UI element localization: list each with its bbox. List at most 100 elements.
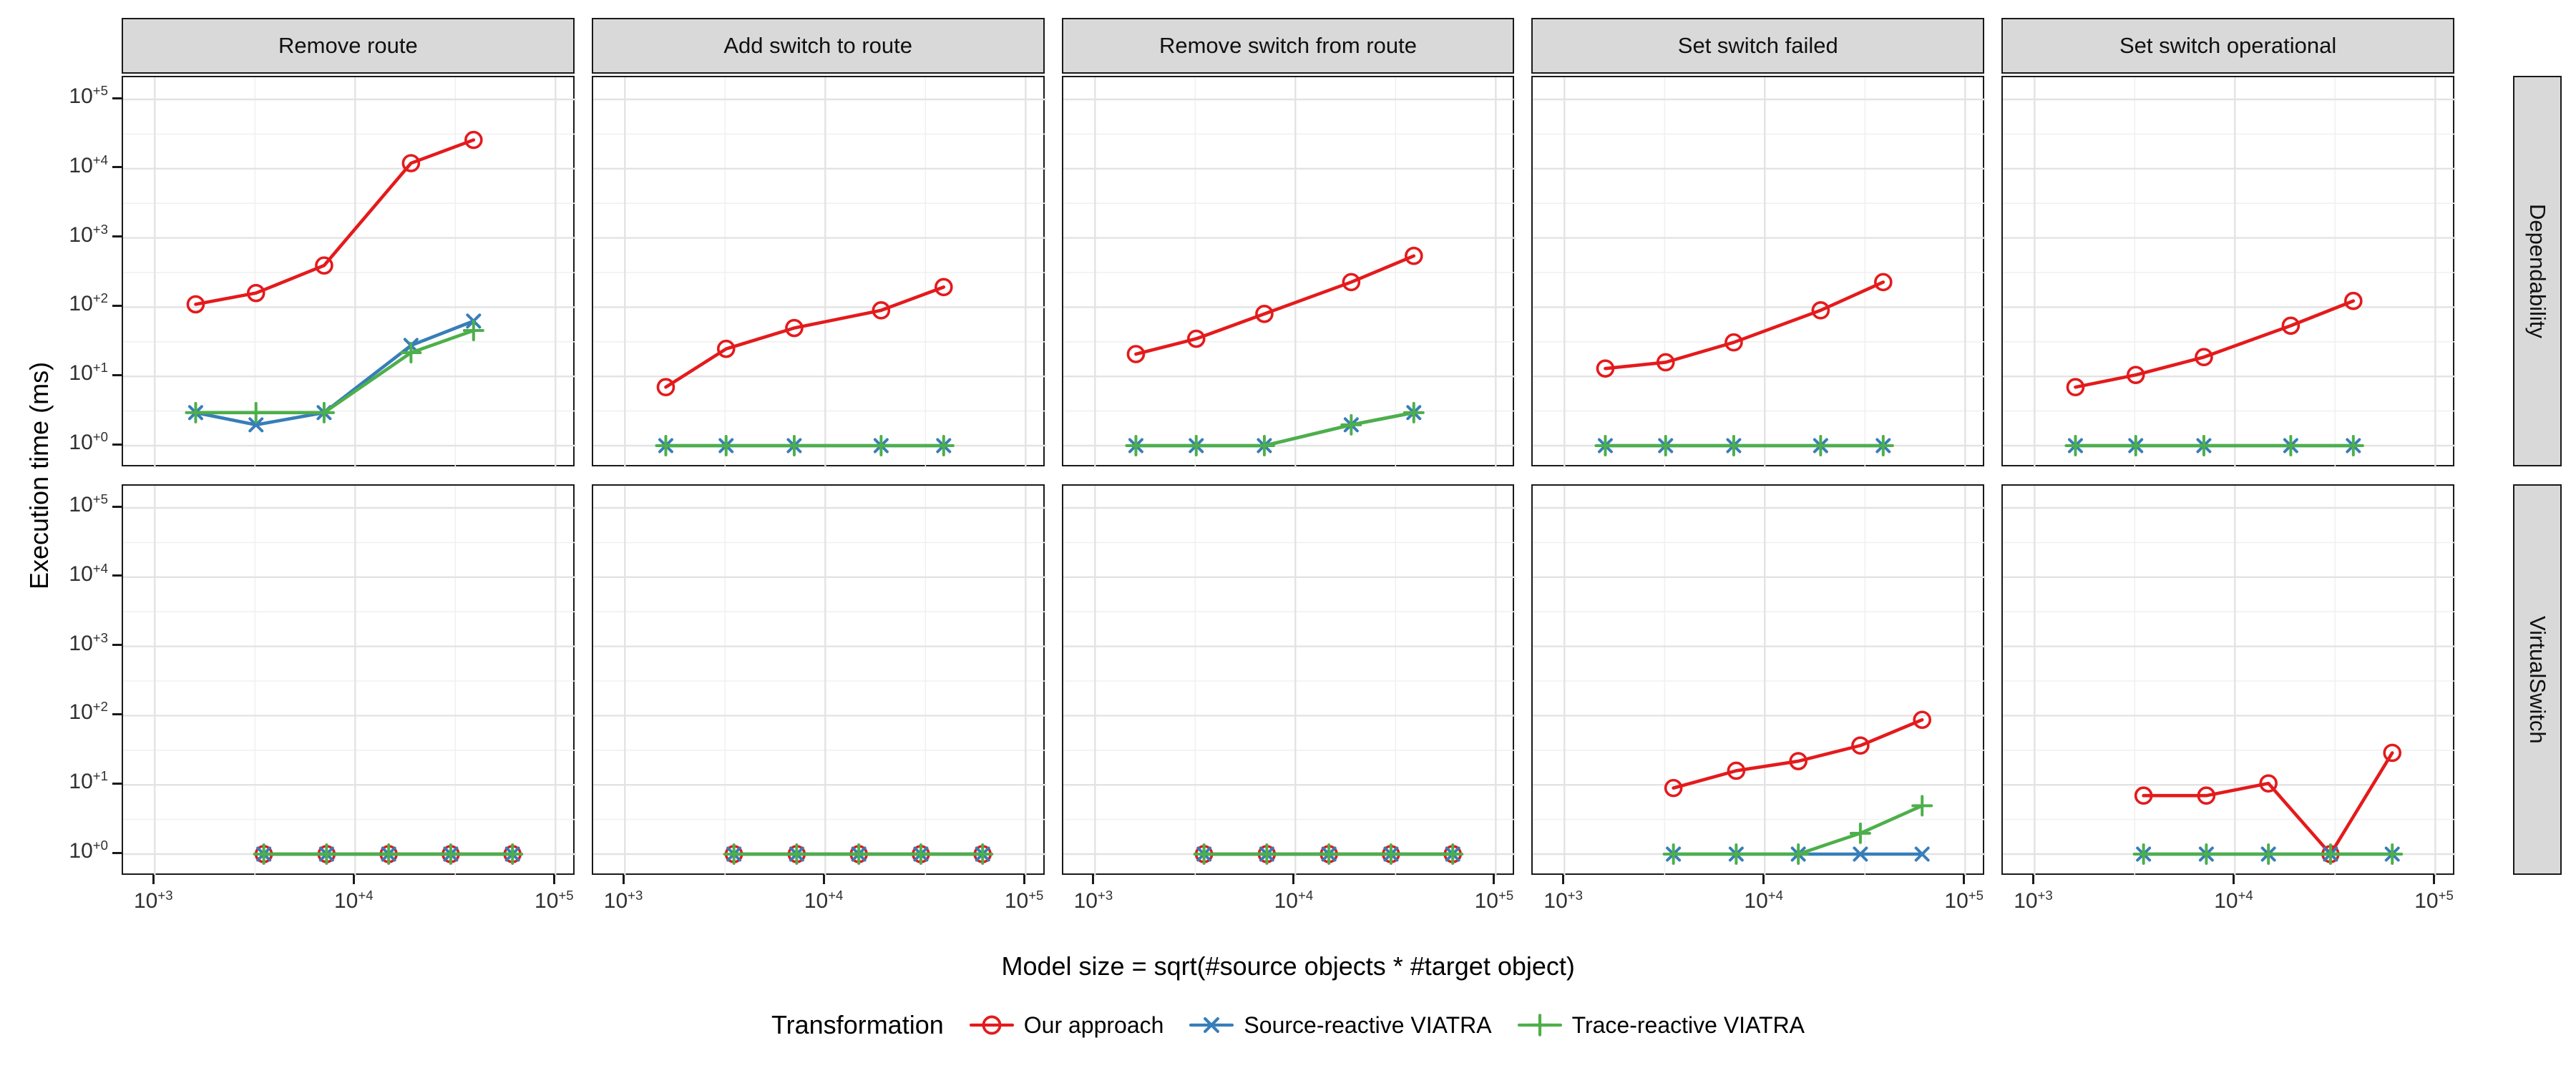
x-axis-tick [552, 875, 555, 884]
data-point-marker [246, 283, 265, 303]
data-point-marker [1657, 353, 1675, 372]
facet-column-strip: Set switch operational [2001, 18, 2454, 74]
x-tick-label: 10+4 [1744, 888, 1783, 913]
x-tick-label: 10+5 [2414, 888, 2454, 913]
legend-item: Trace-reactive VIATRA [1516, 1011, 1805, 1039]
data-point-marker [2197, 786, 2216, 805]
x-axis-tick [822, 875, 825, 884]
data-point-marker [2195, 348, 2213, 367]
y-tick-label: 10+3 [69, 221, 108, 247]
facet-column-strip: Add switch to route [591, 18, 1045, 74]
data-point-marker [1186, 329, 1206, 348]
y-axis-tick [112, 97, 122, 99]
x-axis-tick [1023, 875, 1025, 884]
x-tick-label: 10+3 [1073, 888, 1113, 913]
series-line-source_reactive_viatra [194, 319, 476, 427]
series-line-trace_reactive_viatra [1133, 411, 1415, 448]
x-tick-label: 10+4 [1274, 888, 1314, 913]
panel-VirtualSwitch-Remove route [122, 484, 576, 876]
x-tick-label: 10+5 [1474, 888, 1514, 913]
data-point-marker [1915, 846, 1931, 862]
data-point-marker [2135, 786, 2153, 805]
x-axis-tick [152, 875, 155, 884]
data-point-marker [1913, 710, 1932, 730]
series-line-our_approach [1604, 280, 1885, 371]
legend-item: Source-reactive VIATRA [1188, 1011, 1492, 1039]
x-axis-tick [2031, 875, 2034, 884]
series-line-source_reactive_viatra [1133, 411, 1415, 448]
facet-column-strip: Remove route [122, 18, 575, 74]
x-tick-label: 10+5 [1004, 888, 1044, 913]
series-line-our_approach [194, 138, 476, 306]
data-point-marker [464, 130, 483, 150]
x-tick-label: 10+3 [603, 888, 643, 913]
series-line-our_approach [2074, 299, 2356, 389]
panel-VirtualSwitch-Set switch operational [2001, 484, 2456, 876]
y-tick-label: 10+2 [69, 290, 108, 316]
x-axis-title: Model size = sqrt(#source objects * #tar… [1001, 951, 1575, 981]
series-line-our_approach [2142, 751, 2394, 856]
facet-column-strip: Remove switch from route [1061, 18, 1515, 74]
legend-label: Trace-reactive VIATRA [1571, 1011, 1805, 1038]
legend-key-our-approach [969, 1015, 1014, 1035]
data-point-marker [784, 318, 804, 338]
y-axis-title: Execution time (ms) [24, 361, 54, 589]
y-tick-label: 10+3 [69, 629, 108, 655]
data-point-marker [1254, 304, 1274, 323]
data-point-marker [716, 339, 736, 358]
data-point-marker [2383, 743, 2402, 763]
data-point-marker [1204, 1016, 1220, 1034]
series-line-our_approach [663, 285, 945, 389]
data-point-marker [1727, 761, 1746, 780]
data-point-marker [1404, 246, 1423, 265]
data-point-marker [2066, 378, 2085, 396]
x-tick-label: 10+3 [1543, 888, 1583, 913]
x-axis-tick [1092, 875, 1095, 884]
data-point-marker [1811, 301, 1830, 320]
panel-VirtualSwitch-Set switch failed [1531, 484, 1986, 876]
y-axis-tick [112, 644, 122, 647]
y-axis-tick [112, 235, 122, 238]
x-axis-tick [352, 875, 355, 884]
x-tick-label: 10+4 [334, 888, 374, 913]
x-axis-tick [2233, 875, 2235, 884]
y-axis-tick [112, 443, 122, 446]
data-point-marker [186, 295, 205, 314]
y-tick-label: 10+2 [69, 699, 108, 725]
panel-VirtualSwitch-Remove switch from route [1061, 484, 1516, 876]
series-line-trace_reactive_viatra [194, 328, 476, 415]
data-point-marker [1874, 273, 1893, 292]
series-line-our_approach [1672, 717, 1924, 790]
y-axis-tick [112, 782, 122, 785]
series-line-our_approach [1133, 254, 1415, 356]
facet-row-strip: VirtualSwitch [2513, 484, 2562, 875]
data-point-marker [934, 278, 953, 297]
y-tick-label: 10+4 [69, 152, 108, 177]
data-point-marker [401, 154, 421, 172]
y-tick-label: 10+5 [69, 491, 108, 516]
data-point-marker [1724, 333, 1744, 352]
x-axis-tick [1493, 875, 1496, 884]
data-point-marker [1126, 345, 1145, 363]
panel-VirtualSwitch-Add switch to route [591, 484, 1046, 876]
y-axis-tick [112, 712, 122, 715]
x-tick-label: 10+5 [535, 888, 574, 913]
data-point-marker [2259, 774, 2278, 793]
data-point-marker [2127, 366, 2145, 384]
y-axis-tick [112, 373, 122, 376]
data-point-marker [2344, 291, 2363, 310]
x-tick-label: 10+3 [133, 888, 173, 913]
y-tick-label: 10+0 [69, 429, 108, 454]
facet-row-strip: Dependability [2513, 76, 2562, 466]
x-axis-tick [1963, 875, 1966, 884]
y-axis-tick [112, 505, 122, 508]
data-point-marker [1664, 778, 1683, 798]
legend-key-source-reactive [1189, 1016, 1234, 1034]
legend-label: Source-reactive VIATRA [1244, 1011, 1492, 1038]
legend-label: Our approach [1023, 1011, 1164, 1038]
y-axis-tick [112, 574, 122, 577]
y-tick-label: 10+1 [69, 360, 108, 386]
x-axis-tick [1292, 875, 1295, 884]
data-point-marker [248, 417, 264, 433]
data-point-marker [1851, 736, 1870, 755]
